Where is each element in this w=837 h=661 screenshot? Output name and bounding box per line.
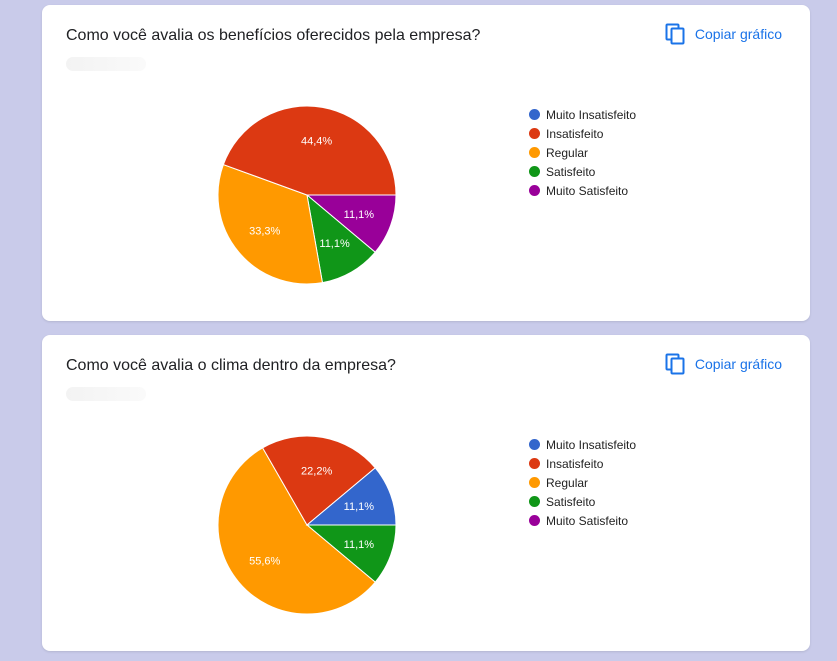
pie-slice-muito-insatisfeito[interactable]: [305, 467, 397, 526]
legend-label: Insatisfeito: [546, 456, 604, 471]
legend-item-satisfeito: Satisfeito: [529, 492, 636, 511]
legend-swatch: [529, 147, 540, 158]
legend-item-regular: Regular: [529, 473, 636, 492]
pie-slice-regular[interactable]: [217, 163, 324, 285]
legend-item-regular: Regular: [529, 143, 636, 162]
legend-item-muito-insatisfeito: Muito Insatisfeito: [529, 435, 636, 454]
copy-chart-button[interactable]: Copiar gráfico: [665, 353, 782, 375]
slice-label-insatisfeito: 22,2%: [301, 466, 332, 478]
slice-label-satisfeito: 11,1%: [344, 539, 375, 551]
copy-chart-label: Copiar gráfico: [694, 356, 782, 372]
legend-swatch: [529, 166, 540, 177]
slice-label-insatisfeito: 44,4%: [301, 136, 332, 148]
legend-item-muito-insatisfeito: Muito Insatisfeito: [529, 105, 636, 124]
legend-item-satisfeito: Satisfeito: [529, 162, 636, 181]
chart-card-beneficios: Como você avalia os benefícios oferecido…: [42, 5, 810, 321]
chart-legend: Muito Insatisfeito Insatisfeito Regular Sat…: [529, 435, 636, 530]
legend-swatch: [529, 458, 540, 469]
legend-label: Muito Insatisfeito: [546, 437, 637, 452]
pie-slice-insatisfeito[interactable]: [261, 435, 376, 526]
pie-chart: 11,1% 55,6% 22,2% 11,1%: [217, 435, 397, 615]
slice-label-satisfeito: 11,1%: [319, 238, 350, 250]
legend-item-insatisfeito: Insatisfeito: [529, 124, 636, 143]
pie-slice-regular[interactable]: [217, 447, 376, 615]
legend-swatch: [529, 515, 540, 526]
legend-label: Muito Insatisfeito: [546, 107, 637, 122]
question-title: Como você avalia o clima dentro da empre…: [66, 357, 396, 374]
legend-label: Satisfeito: [546, 494, 596, 509]
copy-icon: [665, 353, 685, 375]
legend-swatch: [529, 439, 540, 450]
chart-legend: Muito Insatisfeito Insatisfeito Regular Sat…: [529, 105, 636, 200]
legend-swatch: [529, 496, 540, 507]
legend-item-muito-satisfeito: Muito Satisfeito: [529, 511, 636, 530]
slice-label-muito-satisfeito: 11,1%: [344, 209, 375, 221]
chart-card-clima: Como você avalia o clima dentro da empre…: [42, 335, 810, 651]
response-count-placeholder: [66, 57, 146, 71]
legend-swatch: [529, 109, 540, 120]
legend-label: Muito Satisfeito: [546, 513, 629, 528]
question-title: Como você avalia os benefícios oferecido…: [66, 27, 481, 44]
legend-label: Insatisfeito: [546, 126, 604, 141]
copy-chart-label: Copiar gráfico: [694, 26, 782, 42]
legend-swatch: [529, 185, 540, 196]
legend-swatch: [529, 128, 540, 139]
slice-label-regular: 33,3%: [249, 225, 280, 237]
legend-swatch: [529, 477, 540, 488]
legend-label: Muito Satisfeito: [546, 183, 629, 198]
response-count-placeholder: [66, 387, 146, 401]
legend-item-insatisfeito: Insatisfeito: [529, 454, 636, 473]
copy-chart-button[interactable]: Copiar gráfico: [665, 23, 782, 45]
copy-icon: [665, 23, 685, 45]
pie-slice-insatisfeito[interactable]: [222, 105, 397, 196]
legend-label: Satisfeito: [546, 164, 596, 179]
legend-label: Regular: [546, 145, 589, 160]
slice-label-muito-insatisfeito: 11,1%: [344, 501, 375, 513]
pie-chart: 11,1% 11,1% 33,3% 44,4%: [217, 105, 397, 285]
legend-item-muito-satisfeito: Muito Satisfeito: [529, 181, 636, 200]
slice-label-regular: 55,6%: [249, 555, 280, 567]
legend-label: Regular: [546, 475, 589, 490]
